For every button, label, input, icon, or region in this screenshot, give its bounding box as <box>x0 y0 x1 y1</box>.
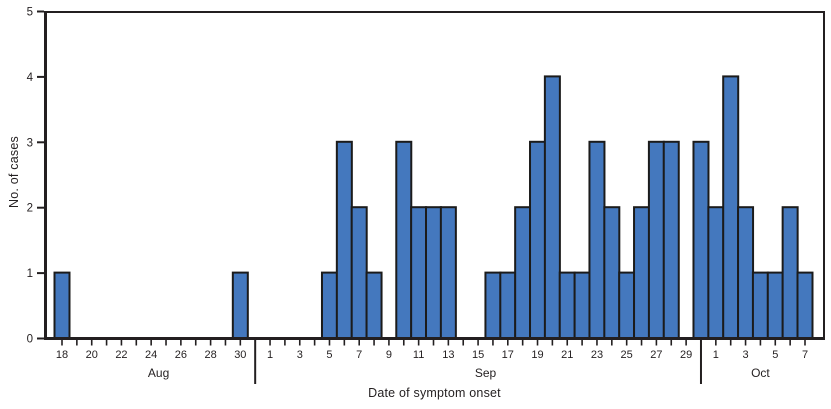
bar-sep-20 <box>543 75 561 340</box>
bar-sep-19 <box>529 140 547 339</box>
x-tick-label-sep-25: 25 <box>621 349 633 361</box>
bar-sep-26 <box>633 206 651 339</box>
y-tick-label-2: 2 <box>27 203 33 215</box>
bar-sep-6 <box>335 140 353 339</box>
bar-sep-27 <box>647 140 665 339</box>
bar-oct-1 <box>707 206 725 339</box>
x-tick-label-sep-5: 5 <box>326 349 332 361</box>
x-tick-label-sep-11: 11 <box>413 349 424 361</box>
x-tick-label-oct-5: 5 <box>772 349 778 361</box>
x-tick-label-aug-24: 24 <box>145 349 157 361</box>
bar-sep-21 <box>558 271 576 340</box>
x-tick-label-aug-20: 20 <box>86 349 98 361</box>
bar-sep-11 <box>410 206 428 339</box>
x-tick-label-sep-17: 17 <box>502 349 514 361</box>
y-tick-label-0: 0 <box>27 334 33 346</box>
x-tick-label-sep-15: 15 <box>472 349 484 361</box>
x-tick-label-oct-3: 3 <box>742 349 748 361</box>
x-tick-label-aug-28: 28 <box>204 349 216 361</box>
x-tick-label-aug-22: 22 <box>115 349 127 361</box>
bar-sep-8 <box>365 271 383 340</box>
x-tick-label-oct-1: 1 <box>713 349 719 361</box>
bar-sep-10 <box>395 140 413 339</box>
x-tick-label-sep-3: 3 <box>297 349 303 361</box>
x-tick-label-sep-23: 23 <box>591 349 603 361</box>
month-label-oct: Oct <box>751 366 770 380</box>
bar-aug-30 <box>231 271 249 340</box>
bar-sep-30 <box>692 140 710 339</box>
x-tick-label-oct-7: 7 <box>802 349 808 361</box>
bar-sep-13 <box>439 206 457 339</box>
bar-aug-18 <box>53 271 71 340</box>
y-axis-title: No. of cases <box>7 136 21 208</box>
bar-sep-24 <box>603 206 621 339</box>
bar-sep-18 <box>514 206 532 339</box>
bar-oct-2 <box>722 75 740 340</box>
x-tick-label-sep-13: 13 <box>442 349 454 361</box>
bar-oct-3 <box>737 206 755 339</box>
bar-oct-6 <box>781 206 799 339</box>
x-tick-label-sep-21: 21 <box>561 349 573 361</box>
bar-sep-23 <box>588 140 606 339</box>
month-label-aug: Aug <box>148 366 169 380</box>
x-tick-label-aug-26: 26 <box>175 349 187 361</box>
bar-sep-12 <box>425 206 442 339</box>
bar-sep-5 <box>320 271 338 340</box>
x-tick-label-sep-1: 1 <box>267 349 273 361</box>
bar-oct-7 <box>796 271 814 340</box>
month-label-sep: Sep <box>475 366 497 380</box>
y-tick-label-4: 4 <box>27 72 34 84</box>
y-tick-label-3: 3 <box>27 137 33 149</box>
x-tick-label-aug-30: 30 <box>234 349 246 361</box>
x-tick-label-aug-18: 18 <box>56 349 68 361</box>
x-axis-title: Date of symptom onset <box>368 386 501 400</box>
bar-sep-25 <box>618 271 636 340</box>
x-tick-label-sep-29: 29 <box>680 349 692 361</box>
bar-oct-4 <box>751 271 769 340</box>
x-tick-label-sep-9: 9 <box>386 349 392 361</box>
bar-sep-22 <box>573 271 591 340</box>
x-tick-label-sep-27: 27 <box>650 349 662 361</box>
bar-sep-16 <box>484 271 502 340</box>
y-tick-label-1: 1 <box>27 268 33 280</box>
x-tick-label-sep-19: 19 <box>531 349 543 361</box>
x-tick-label-sep-7: 7 <box>356 349 362 361</box>
y-tick-label-5: 5 <box>27 7 33 19</box>
bar-sep-28 <box>662 140 680 339</box>
bar-sep-7 <box>350 206 368 339</box>
bar-sep-17 <box>499 271 517 340</box>
bar-oct-5 <box>766 271 784 340</box>
